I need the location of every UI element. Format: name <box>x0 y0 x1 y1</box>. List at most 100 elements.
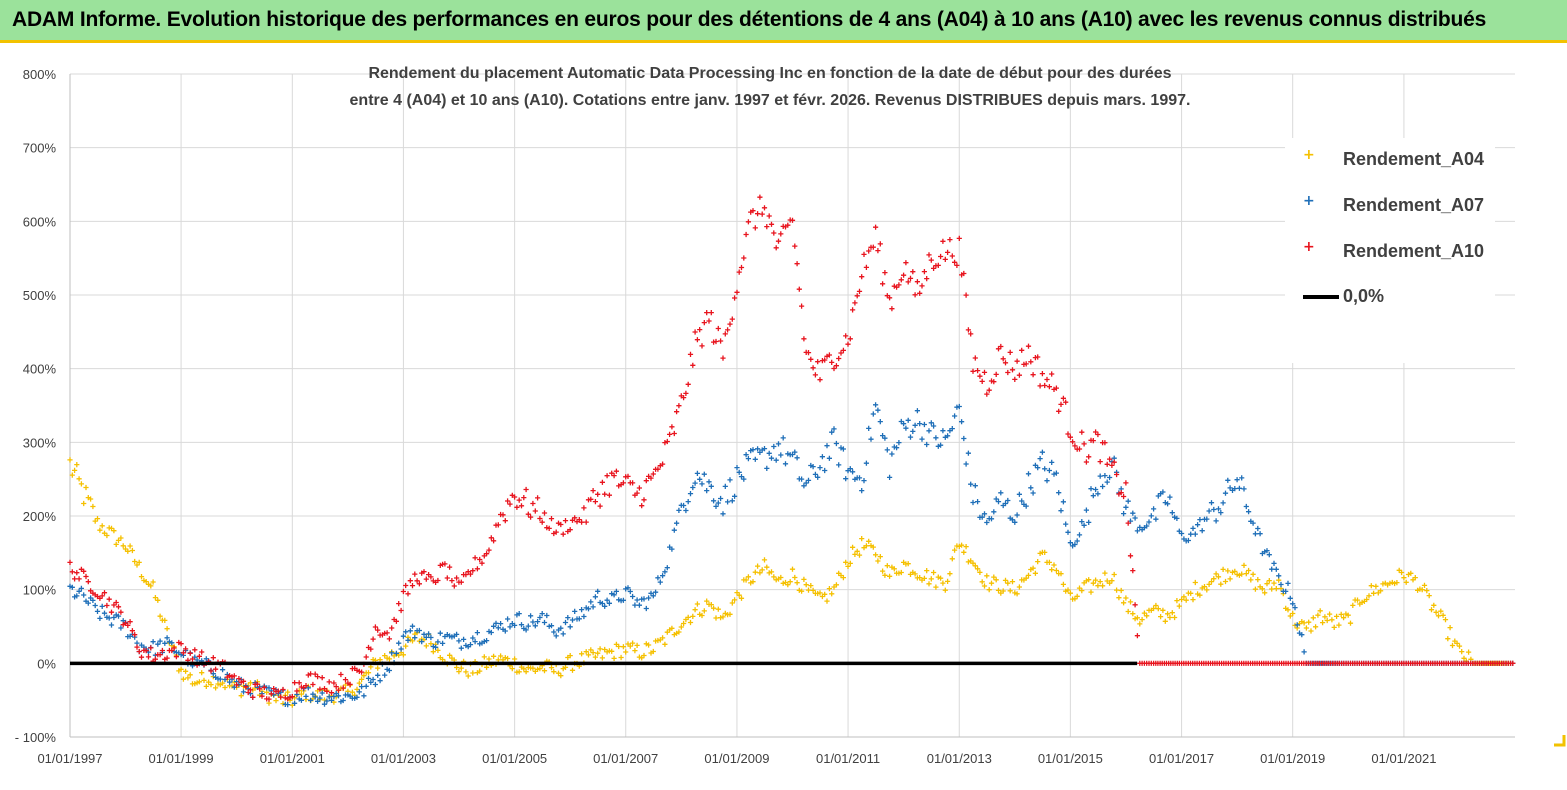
data-point <box>113 541 119 547</box>
data-point <box>428 641 434 647</box>
data-point <box>775 441 782 447</box>
data-point <box>641 596 647 602</box>
data-point <box>831 365 837 372</box>
data-point <box>1403 579 1409 585</box>
data-point <box>1408 570 1414 576</box>
data-point <box>477 556 483 563</box>
data-point <box>384 630 390 636</box>
data-point <box>704 310 710 316</box>
data-point <box>1310 615 1316 621</box>
data-point <box>1079 429 1085 435</box>
data-point <box>560 631 566 637</box>
data-point <box>743 452 749 458</box>
data-point <box>493 620 499 626</box>
data-point <box>938 253 944 260</box>
data-point <box>597 646 603 652</box>
data-point <box>1255 525 1261 532</box>
data-point <box>178 666 184 672</box>
data-point <box>1294 622 1300 628</box>
data-point <box>69 472 75 478</box>
x-tick-label: 01/01/1999 <box>149 751 214 766</box>
data-point <box>592 499 598 505</box>
data-point <box>1165 501 1171 507</box>
data-point <box>512 656 518 662</box>
data-point <box>572 515 578 521</box>
data-point <box>1090 580 1096 586</box>
data-point <box>1123 504 1129 510</box>
data-point <box>569 617 576 623</box>
data-point <box>227 679 233 685</box>
data-point <box>523 627 529 633</box>
data-point <box>210 671 216 677</box>
data-point <box>1350 602 1356 608</box>
data-point <box>514 504 520 510</box>
data-point <box>764 465 770 471</box>
data-point <box>792 243 798 249</box>
data-point <box>701 471 707 477</box>
data-point <box>266 696 272 702</box>
data-point <box>423 576 429 582</box>
data-point <box>854 548 860 554</box>
data-point <box>76 576 82 582</box>
data-point <box>1132 602 1138 608</box>
legend-label-zero: 0,0% <box>1343 286 1385 306</box>
data-point <box>342 677 349 683</box>
data-point <box>817 590 823 596</box>
data-point <box>1341 615 1347 621</box>
data-point <box>940 238 946 244</box>
data-point <box>945 249 951 255</box>
data-point <box>505 655 511 662</box>
data-point <box>363 683 369 689</box>
data-point <box>416 627 422 634</box>
data-point <box>484 664 490 670</box>
data-point <box>1051 562 1057 568</box>
data-point <box>187 650 193 656</box>
data-point <box>548 516 555 522</box>
series-Rendement_A04 <box>67 457 1516 708</box>
data-point <box>1211 506 1217 513</box>
data-point <box>451 583 457 589</box>
data-point <box>613 588 619 594</box>
data-point <box>409 623 416 629</box>
data-point <box>403 643 409 649</box>
data-point <box>310 691 316 697</box>
data-point <box>289 694 295 700</box>
data-point <box>90 503 96 510</box>
data-point <box>752 225 758 231</box>
data-point <box>435 647 441 653</box>
data-point <box>222 684 228 691</box>
x-tick-label: 01/01/2001 <box>260 751 325 766</box>
data-point <box>766 213 772 219</box>
data-point <box>560 531 566 537</box>
data-point <box>972 483 978 489</box>
data-point <box>1030 565 1036 571</box>
data-point <box>324 698 330 704</box>
data-point <box>602 646 608 653</box>
data-point <box>1257 531 1263 537</box>
data-point <box>757 194 763 200</box>
data-point <box>78 585 84 591</box>
data-point <box>808 356 814 362</box>
data-point <box>437 630 443 636</box>
data-point <box>877 419 883 425</box>
data-point <box>1273 586 1279 592</box>
data-point <box>85 579 91 585</box>
data-point <box>1285 607 1291 613</box>
data-point <box>981 511 988 517</box>
data-point <box>565 615 571 621</box>
data-point <box>609 470 615 476</box>
data-point <box>208 682 214 688</box>
data-point <box>1183 597 1189 603</box>
data-point <box>882 270 888 276</box>
data-point <box>926 581 932 587</box>
data-point <box>1401 575 1407 581</box>
data-point <box>861 251 867 257</box>
data-point <box>819 454 825 460</box>
data-point <box>488 535 494 541</box>
data-point <box>873 402 879 408</box>
data-point <box>393 618 399 624</box>
data-point <box>1083 459 1089 465</box>
data-point <box>810 464 816 470</box>
data-point <box>1088 589 1094 595</box>
data-point <box>551 629 557 635</box>
